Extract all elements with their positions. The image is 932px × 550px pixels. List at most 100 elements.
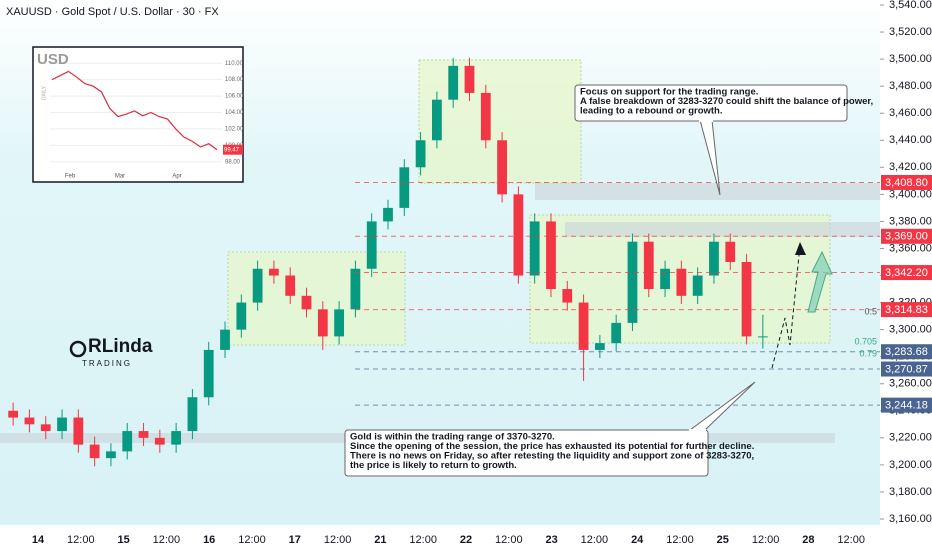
candle-body [89, 444, 100, 459]
candle-body [57, 417, 67, 432]
y-tick-label: 3,360.00 [889, 242, 932, 254]
x-tick-label: 22 [460, 534, 472, 546]
price-tag-label: 3,270.87 [885, 363, 928, 375]
candle-body [513, 194, 524, 276]
annotation-text: leading to a rebound or growth. [580, 106, 723, 117]
price-tag-label: 3,244.18 [885, 400, 928, 412]
price-tag [881, 265, 932, 281]
annotation-box [344, 429, 709, 477]
inset-last-label: 99.47 [224, 147, 240, 153]
candle-body [285, 275, 296, 296]
x-tick-label: 15 [117, 534, 129, 546]
x-tick-label: 12:00 [837, 534, 865, 546]
inset-month: Mar [115, 174, 125, 180]
candle-body [578, 302, 589, 350]
x-tick-label: 12:00 [752, 534, 780, 546]
price-tag-label: 3,314.83 [885, 304, 928, 316]
logo-sub: TRADING [82, 359, 132, 368]
price-tag [881, 361, 932, 377]
candle-body [40, 424, 51, 432]
candle-body [709, 241, 719, 276]
candle-body [236, 302, 247, 330]
x-tick-label: 12:00 [153, 534, 181, 546]
candle-body [220, 329, 230, 350]
candle-body [24, 417, 35, 425]
candle-body [725, 241, 736, 262]
annotation-text: the price is likely to return to growth. [350, 460, 517, 471]
x-tick-label: 23 [545, 534, 557, 546]
logo: RLinda TRADING [69, 336, 153, 368]
inset-last-tag [223, 144, 243, 155]
candle-body [611, 322, 622, 344]
inset-month: Feb [65, 174, 76, 180]
candle-body [464, 65, 475, 93]
candle-body [741, 262, 752, 337]
x-tick-label: 21 [374, 534, 386, 546]
x-tick-label: 12:00 [495, 534, 523, 546]
y-tick-label: 3,260.00 [889, 378, 932, 390]
candle-body [138, 431, 149, 438]
candle-body [415, 140, 426, 168]
logo-name: RLinda [88, 336, 153, 357]
inset-line [51, 70, 218, 151]
inset-tick-label: 110.00 [225, 61, 244, 67]
annotation-text: A false breakdown of 3283-3270 could shi… [580, 96, 873, 107]
annotation-text: Focus on support for the trading range. [580, 87, 758, 98]
x-tick-label: 16 [203, 534, 215, 546]
candle-body [366, 221, 377, 269]
inset-month: Apr [172, 174, 181, 180]
inset-tick-label: 106.00 [225, 94, 244, 100]
y-tick-label: 3,400.00 [889, 188, 932, 200]
candle-body [8, 410, 19, 418]
candle-body [399, 167, 410, 208]
fib-label: 0.705 [854, 336, 877, 346]
candle-body [660, 268, 670, 290]
x-tick-label: 17 [289, 534, 301, 546]
candle-body [692, 275, 703, 296]
time-axis [0, 525, 880, 550]
candle-body [187, 397, 198, 432]
x-tick-label: 12:00 [409, 534, 437, 546]
y-tick-label: 3,300.00 [889, 324, 932, 336]
candle-body [334, 309, 344, 337]
candle-body [383, 207, 393, 222]
candle-body [252, 268, 263, 303]
y-tick-label: 3,220.00 [889, 432, 932, 444]
x-tick-label: 12:00 [67, 534, 95, 546]
candle-body [106, 451, 116, 459]
candle-body [448, 65, 459, 100]
inset-tick-label: 104.00 [225, 110, 244, 116]
annotation-text: Since the opening of the session, the pr… [350, 441, 754, 452]
y-tick-label: 3,540.00 [889, 0, 932, 11]
annotation [574, 84, 848, 196]
candle-body [562, 289, 573, 303]
candle-body [529, 221, 540, 276]
inset-label: DAILY [41, 85, 47, 100]
candle-body [432, 99, 442, 141]
annotation-text: There is no news on Friday, so after ret… [350, 451, 754, 462]
candle-body [350, 268, 361, 310]
x-tick-label: 25 [717, 534, 729, 546]
price-tag-label: 3,369.00 [885, 231, 928, 243]
x-tick-label: 12:00 [581, 534, 609, 546]
candle-body [73, 417, 84, 445]
x-tick-label: 28 [802, 534, 814, 546]
y-tick-label: 3,180.00 [889, 486, 932, 498]
resistance-band [535, 183, 880, 200]
inset-tick-label: 108.00 [225, 77, 244, 83]
y-tick-label: 3,200.00 [889, 459, 932, 471]
x-tick-label: 14 [32, 534, 45, 546]
y-tick-label: 3,440.00 [889, 134, 932, 146]
candle-body [301, 295, 312, 310]
chart-title: XAUUSD · Gold Spot / U.S. Dollar · 30 · … [6, 6, 219, 18]
inset-title: USD [37, 51, 69, 68]
price-tag [881, 174, 932, 190]
candle-body [154, 437, 165, 445]
inset-panel [32, 46, 244, 183]
x-tick-label: 12:00 [324, 534, 352, 546]
x-tick-label: 12:00 [666, 534, 694, 546]
inset-tick-label: 102.00 [225, 127, 244, 133]
price-tag [881, 397, 932, 413]
growth-arrow [807, 250, 833, 313]
